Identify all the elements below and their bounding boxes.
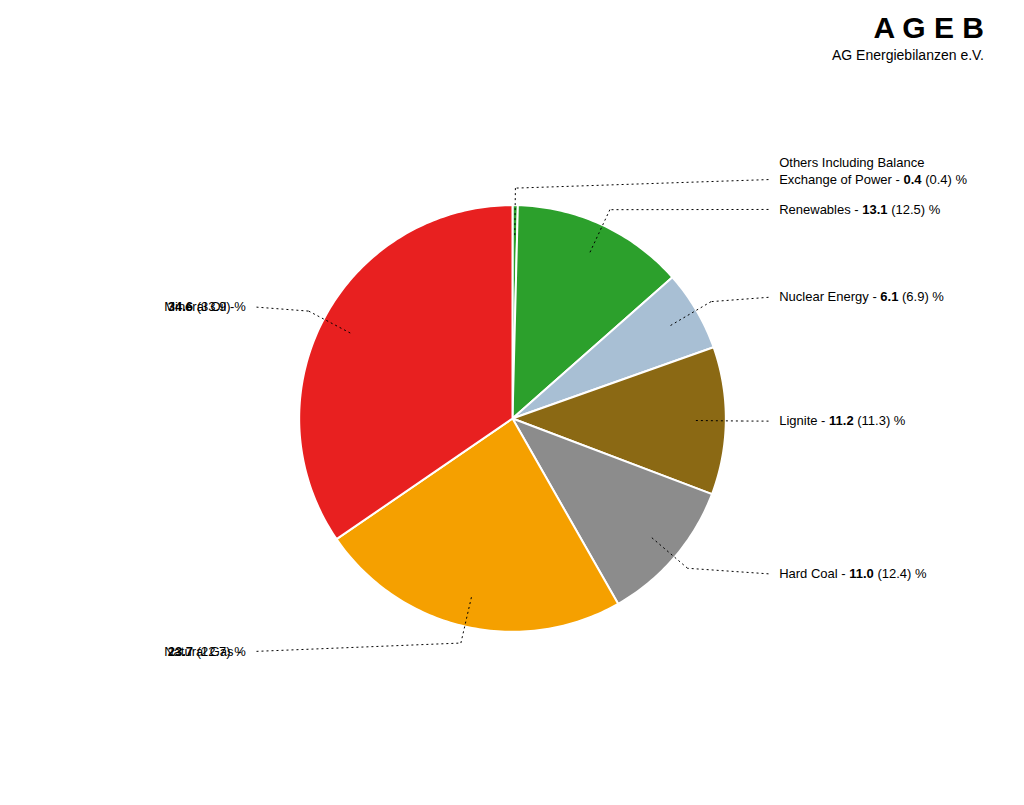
svg-text:(11.3) %: (11.3) % xyxy=(857,413,906,428)
svg-text:Nuclear Energy -: Nuclear Energy - xyxy=(779,289,877,304)
svg-text:Renewables -: Renewables - xyxy=(779,202,859,217)
svg-text:11.0: 11.0 xyxy=(849,566,874,581)
svg-text:Hard Coal -: Hard Coal - xyxy=(779,566,845,581)
svg-text:(12.5) %: (12.5) % xyxy=(891,202,941,217)
svg-text:0.4: 0.4 xyxy=(903,172,922,187)
svg-text:(22.7) %: (22.7) % xyxy=(197,644,247,659)
html-text:AG Energiebilanzen e.V.: AG Energiebilanzen e.V. xyxy=(832,47,984,63)
svg-text:(6.9) %: (6.9) % xyxy=(902,289,944,304)
svg-text:11.2: 11.2 xyxy=(829,413,854,428)
svg-text:Others Including Balance: Others Including Balance xyxy=(779,155,924,170)
svg-text:(33.9) %: (33.9) % xyxy=(197,299,247,314)
svg-text:Lignite -: Lignite - xyxy=(779,413,825,428)
svg-text:13.1: 13.1 xyxy=(862,202,887,217)
svg-text:34.6: 34.6 xyxy=(168,299,193,314)
svg-text:23.7: 23.7 xyxy=(168,644,193,659)
html-text:A G E B: A G E B xyxy=(873,11,984,44)
svg-text:Exchange of Power -: Exchange of Power - xyxy=(779,172,900,187)
svg-text:(12.4) %: (12.4) % xyxy=(877,566,927,581)
svg-text:6.1: 6.1 xyxy=(880,289,898,304)
svg-text:(0.4) %: (0.4) % xyxy=(925,172,967,187)
